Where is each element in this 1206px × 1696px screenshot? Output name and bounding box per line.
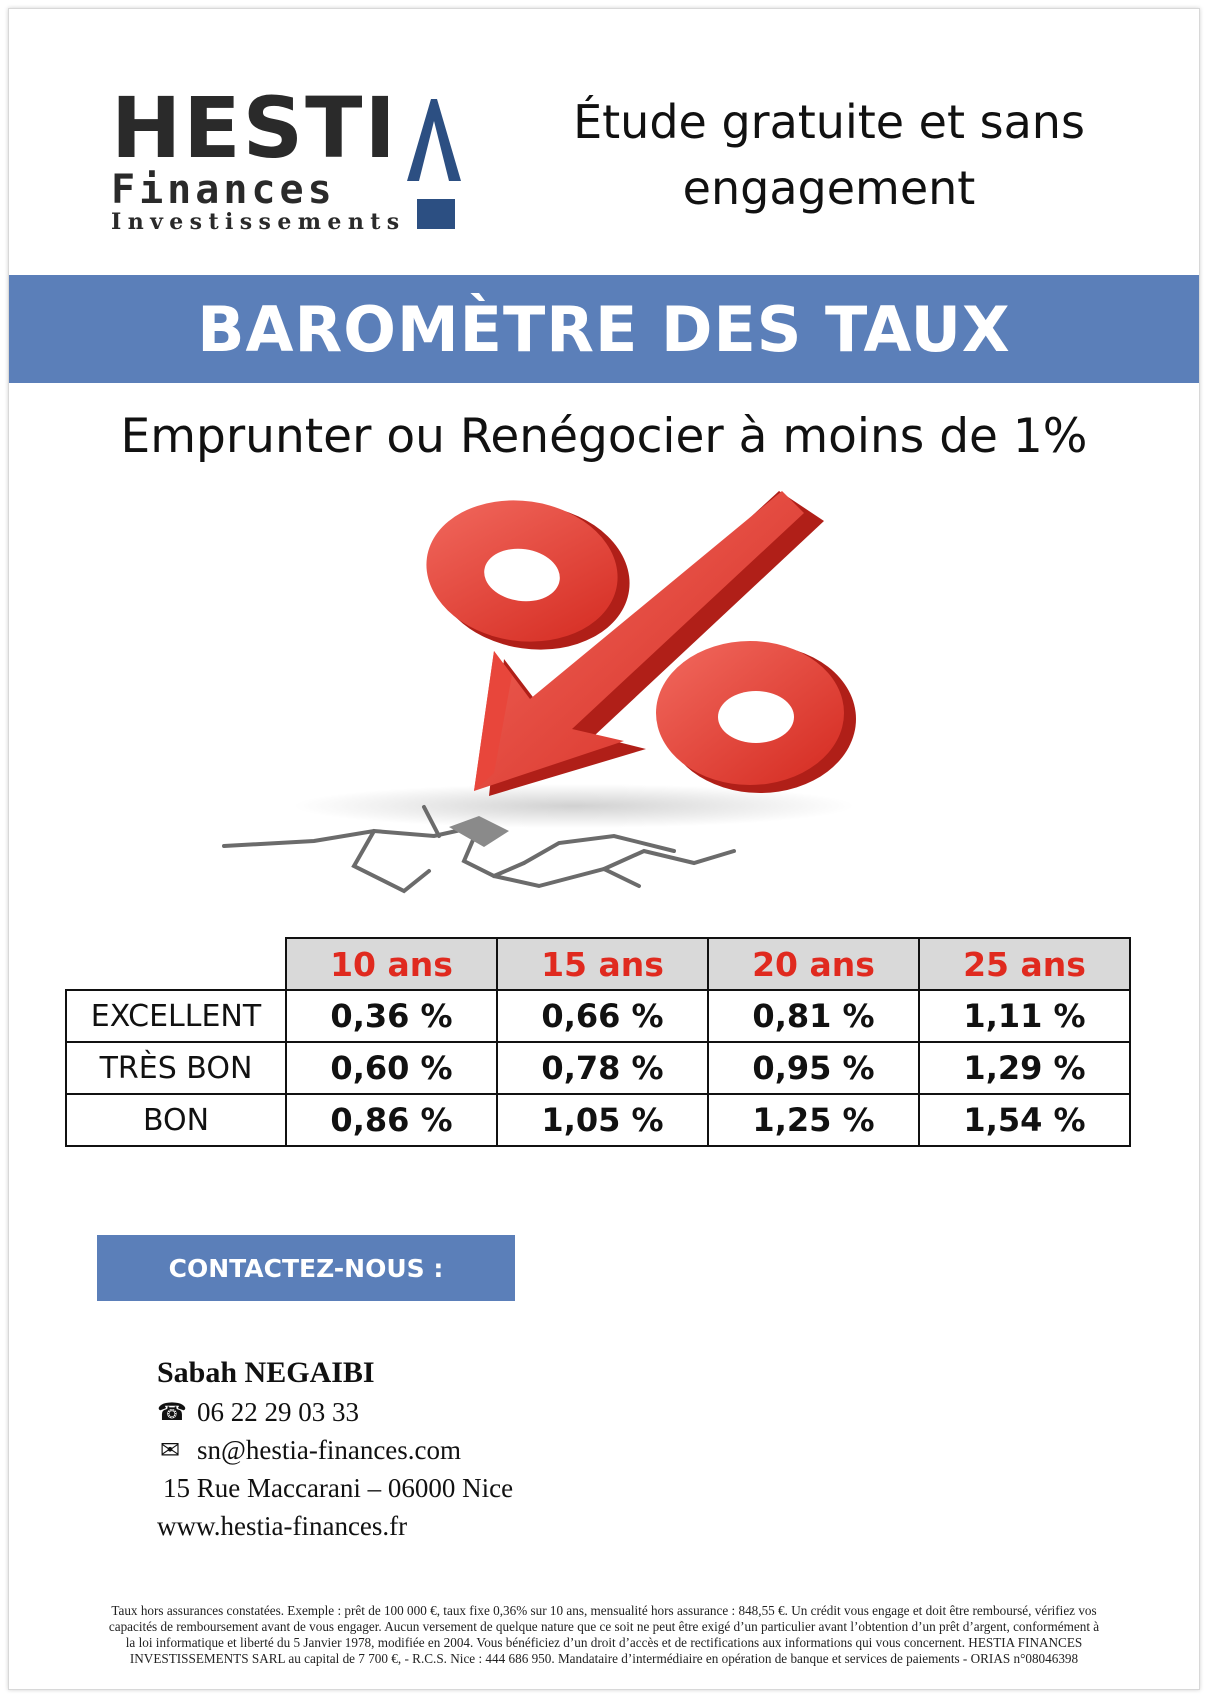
contact-phone-line: ☎ 06 22 29 03 33 xyxy=(157,1393,513,1431)
tagline: Étude gratuite et sans engagement xyxy=(569,89,1089,221)
rate-cell: 0,86 % xyxy=(285,1093,498,1147)
row-label: TRÈS BON xyxy=(65,1041,287,1095)
rate-cell: 1,25 % xyxy=(707,1093,920,1147)
footer-line3: la loi informatique et liberté du 5 Janv… xyxy=(125,1635,1083,1650)
row-label: BON xyxy=(65,1093,287,1147)
legal-footer: Taux hors assurances constatées. Exemple… xyxy=(29,1603,1179,1667)
table-row: BON 0,86 % 1,05 % 1,25 % 1,54 % xyxy=(65,1093,1131,1147)
footer-line4: INVESTISSEMENTS SARL au capital de 7 700… xyxy=(129,1651,1079,1666)
logo-a-glyph-icon xyxy=(407,99,461,181)
rate-cell: 0,81 % xyxy=(707,989,920,1043)
contact-website[interactable]: www.hestia-finances.fr xyxy=(157,1511,408,1541)
rates-header-15: 15 ans xyxy=(496,937,709,991)
rate-cell: 1,11 % xyxy=(918,989,1131,1043)
rate-cell: 0,78 % xyxy=(496,1041,709,1095)
rate-cell: 0,66 % xyxy=(496,989,709,1043)
rate-cell: 1,05 % xyxy=(496,1093,709,1147)
title-banner: BAROMÈTRE DES TAUX xyxy=(9,275,1199,383)
banner-title: BAROMÈTRE DES TAUX xyxy=(197,292,1011,366)
envelope-icon: ✉ xyxy=(159,1436,181,1464)
contact-button-label: CONTACTEZ-NOUS : xyxy=(168,1253,444,1283)
rates-header-10: 10 ans xyxy=(285,937,498,991)
phone-icon: ☎ xyxy=(157,1398,187,1426)
document-page: HESTI Finances Investissements Étude gra… xyxy=(8,8,1200,1690)
rate-cell: 0,95 % xyxy=(707,1041,920,1095)
hestia-logo: HESTI Finances Investissements xyxy=(99,83,469,243)
rates-header-25: 25 ans xyxy=(918,937,1131,991)
footer-line1: Taux hors assurances constatées. Exemple… xyxy=(111,1603,1097,1618)
contact-email-line: ✉ sn@hestia-finances.com xyxy=(157,1431,513,1469)
logo-wordmark: HESTI xyxy=(111,79,398,177)
contact-email[interactable]: sn@hestia-finances.com xyxy=(197,1435,462,1465)
subtitle: Emprunter ou Renégocier à moins de 1% xyxy=(120,409,1088,464)
contact-name: Sabah NEGAIBI xyxy=(157,1356,375,1389)
logo-square-icon xyxy=(417,199,455,229)
table-row: EXCELLENT 0,36 % 0,66 % 0,81 % 1,11 % xyxy=(65,989,1131,1043)
rates-header-20: 20 ans xyxy=(707,937,920,991)
rate-cell: 1,54 % xyxy=(918,1093,1131,1147)
tagline-line1: Étude gratuite et sans xyxy=(573,95,1085,149)
logo-finances: Finances xyxy=(111,167,336,213)
table-row: TRÈS BON 0,60 % 0,78 % 0,95 % 1,29 % xyxy=(65,1041,1131,1095)
footer-line2: capacités de remboursement avant de vous… xyxy=(108,1619,1100,1634)
logo-investissements: Investissements xyxy=(111,209,406,235)
rate-cell: 0,60 % xyxy=(285,1041,498,1095)
tagline-line2: engagement xyxy=(682,161,976,215)
contact-block: Sabah NEGAIBI ☎ 06 22 29 03 33 ✉ sn@hest… xyxy=(157,1353,513,1545)
contact-address: 15 Rue Maccarani – 06000 Nice xyxy=(163,1473,514,1503)
row-label: EXCELLENT xyxy=(65,989,287,1043)
percent-arrow-down-icon xyxy=(222,491,856,894)
contact-phone[interactable]: 06 22 29 03 33 xyxy=(197,1397,359,1427)
rates-header-blank xyxy=(66,938,286,990)
rate-cell: 1,29 % xyxy=(918,1041,1131,1095)
rate-cell: 0,36 % xyxy=(285,989,498,1043)
contact-button[interactable]: CONTACTEZ-NOUS : xyxy=(97,1235,515,1301)
rates-table: 10 ans 15 ans 20 ans 25 ans EXCELLENT 0,… xyxy=(65,937,1131,1147)
rates-header-row: 10 ans 15 ans 20 ans 25 ans xyxy=(66,937,1131,991)
